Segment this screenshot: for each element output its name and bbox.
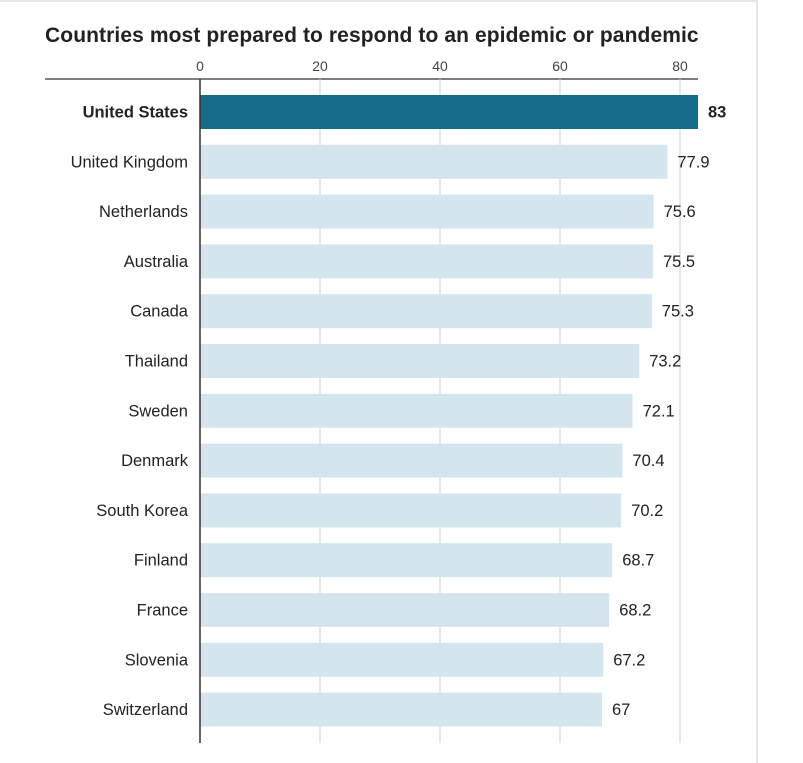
bar — [200, 393, 633, 428]
category-label: United States — [83, 104, 188, 122]
data-label: 75.5 — [663, 253, 695, 271]
data-label: 67.2 — [613, 651, 645, 669]
x-tick-label: 60 — [552, 58, 568, 74]
category-label: Thailand — [125, 353, 188, 371]
category-label: Finland — [134, 552, 188, 570]
data-label: 68.2 — [619, 602, 651, 620]
bar — [200, 344, 640, 378]
x-tick-label: 0 — [196, 58, 204, 74]
category-label: Netherlands — [99, 203, 188, 221]
frame-top-border — [0, 0, 758, 2]
category-label: Australia — [124, 253, 189, 271]
category-label: United Kingdom — [71, 153, 188, 171]
category-label: Canada — [130, 303, 189, 321]
bar — [200, 443, 623, 478]
bar — [200, 294, 652, 329]
category-label: Denmark — [121, 452, 189, 470]
data-label: 77.9 — [677, 153, 709, 171]
bar — [200, 692, 602, 727]
bar — [200, 194, 654, 229]
data-label: 73.2 — [649, 353, 681, 371]
x-tick-label: 40 — [432, 58, 448, 74]
labels: 0 20 40 60 80 United States 83 United Kingdom 77… — [71, 58, 726, 743]
data-label: 83 — [708, 104, 726, 122]
data-label: 70.2 — [631, 502, 663, 520]
data-label: 72.1 — [643, 402, 675, 420]
frame-right-border — [756, 0, 758, 763]
chart-title: Countries most prepared to respond to an… — [45, 24, 699, 47]
data-label: 68.7 — [622, 552, 654, 570]
category-label: South Korea — [96, 502, 189, 520]
bar — [200, 144, 668, 179]
bar — [200, 244, 653, 279]
data-label: 67 — [612, 701, 630, 719]
bar — [200, 493, 622, 528]
category-label: France — [137, 602, 188, 620]
bar — [200, 593, 610, 627]
data-label: 75.3 — [662, 303, 694, 321]
x-tick-label: 20 — [312, 58, 328, 74]
bar — [200, 543, 613, 578]
category-label: Sweden — [128, 402, 188, 420]
x-tick-label: 80 — [672, 58, 688, 74]
category-label: Slovenia — [125, 651, 189, 669]
data-label: 70.4 — [632, 452, 664, 470]
category-label: Switzerland — [103, 701, 188, 719]
bars — [200, 95, 698, 727]
data-label: 75.6 — [664, 203, 696, 221]
bar-highlight — [200, 95, 698, 129]
bar — [200, 642, 604, 677]
